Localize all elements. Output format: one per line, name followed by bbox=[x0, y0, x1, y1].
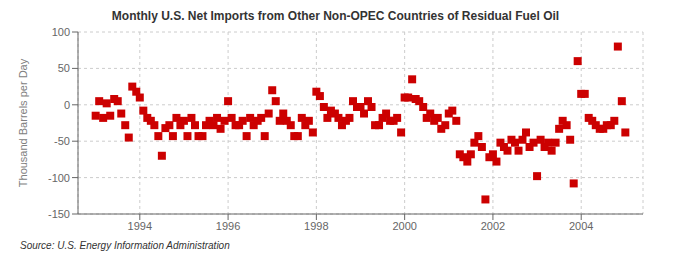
svg-text:1998: 1998 bbox=[304, 220, 328, 232]
svg-text:100: 100 bbox=[52, 26, 70, 38]
svg-text:-100: -100 bbox=[48, 172, 70, 184]
svg-text:2004: 2004 bbox=[569, 220, 593, 232]
svg-text:2000: 2000 bbox=[392, 220, 416, 232]
svg-text:50: 50 bbox=[58, 62, 70, 74]
html-text:Source: U.S. Energy Informatio: Source: U.S. Energy Information Administ… bbox=[20, 240, 230, 251]
svg-text:-150: -150 bbox=[48, 208, 70, 220]
html-text:Monthly U.S. Net Imports from: Monthly U.S. Net Imports from Other Non-… bbox=[111, 9, 560, 23]
svg-text:0: 0 bbox=[64, 99, 70, 111]
svg-text:-50: -50 bbox=[54, 135, 70, 147]
svg-text:1994: 1994 bbox=[128, 220, 152, 232]
svg-text:1996: 1996 bbox=[216, 220, 240, 232]
svg-text:Thousand Barrels per Day: Thousand Barrels per Day bbox=[17, 58, 29, 187]
svg-text:2002: 2002 bbox=[481, 220, 505, 232]
